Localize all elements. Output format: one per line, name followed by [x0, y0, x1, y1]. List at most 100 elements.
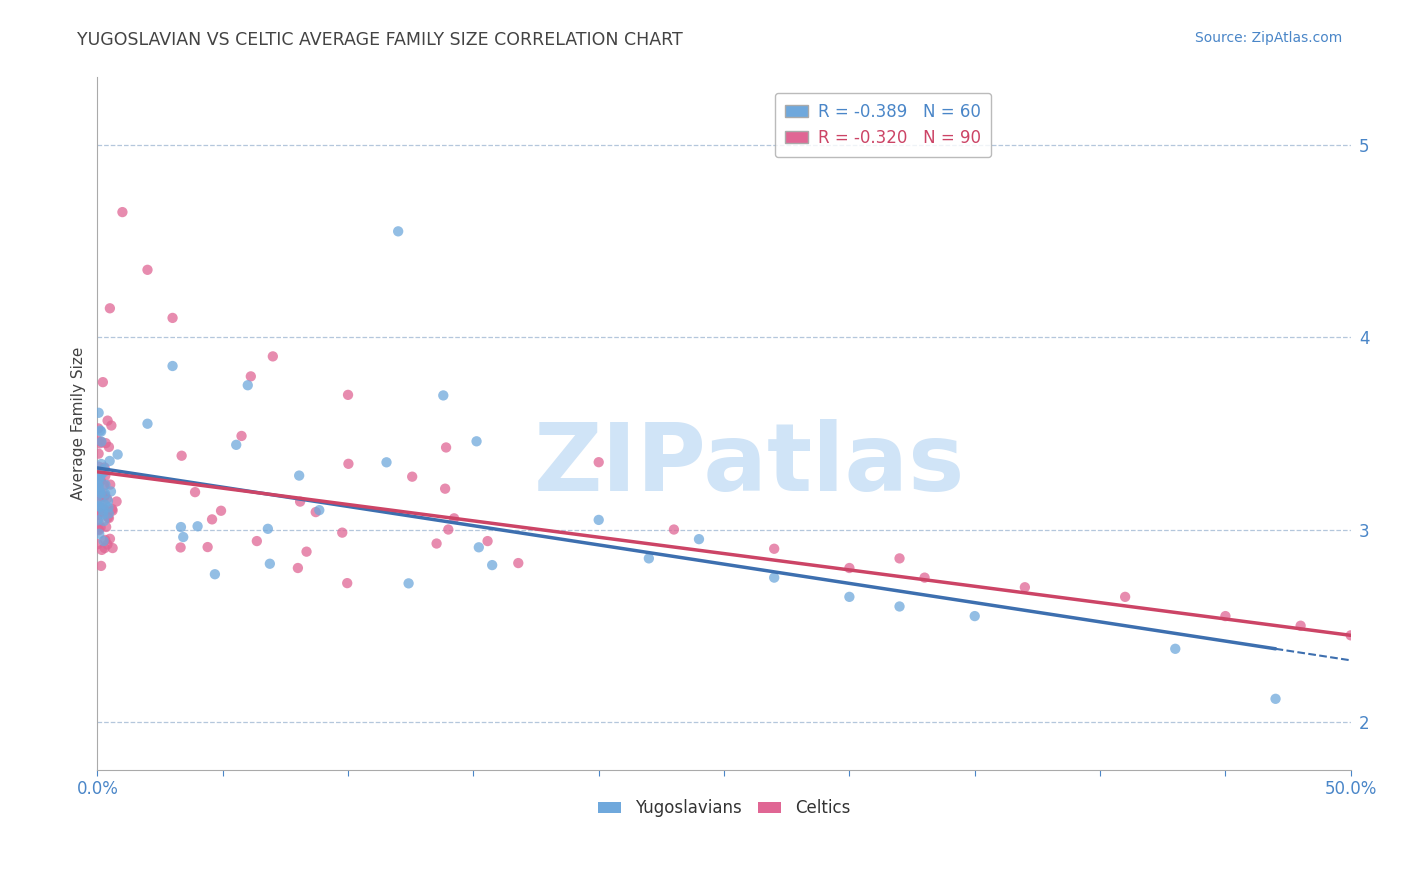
Point [87, 478, 110, 492]
Point [93, 465, 115, 479]
Point [1289, 618, 1312, 632]
Point [688, 532, 710, 546]
Point [89, 526, 111, 541]
Point [86, 493, 108, 508]
Point [94, 533, 117, 547]
Point [197, 540, 219, 554]
Point [97, 510, 120, 524]
Point [89, 500, 111, 514]
Point [97, 511, 120, 525]
Point [86, 479, 108, 493]
Point [838, 590, 860, 604]
Text: ZIPatlas: ZIPatlas [533, 419, 965, 511]
Point [90, 489, 112, 503]
Point [468, 541, 491, 555]
Point [86, 474, 108, 488]
Legend: Yugoslavians, Celtics: Yugoslavians, Celtics [592, 793, 856, 824]
Point [89, 470, 111, 484]
Point [465, 434, 488, 449]
Point [295, 544, 318, 558]
Point [93, 462, 115, 476]
Point [87, 479, 110, 493]
Point [443, 511, 465, 525]
Point [1114, 590, 1136, 604]
Point [96, 491, 118, 506]
Y-axis label: Average Family Size: Average Family Size [72, 347, 86, 500]
Point [89, 436, 111, 450]
Point [94, 520, 117, 534]
Point [889, 599, 911, 614]
Point [91, 508, 114, 522]
Point [90, 457, 112, 471]
Point [93, 460, 115, 475]
Point [262, 350, 284, 364]
Point [101, 503, 124, 517]
Point [87, 421, 110, 435]
Point [89, 424, 111, 438]
Point [246, 534, 269, 549]
Point [87, 468, 110, 483]
Point [763, 541, 786, 556]
Point [1014, 580, 1036, 594]
Point [87, 522, 110, 536]
Point [90, 486, 112, 500]
Point [1215, 609, 1237, 624]
Point [162, 310, 184, 325]
Point [434, 441, 457, 455]
Point [963, 609, 986, 624]
Point [97, 500, 120, 515]
Point [89, 486, 111, 500]
Point [889, 551, 911, 566]
Point [87, 472, 110, 486]
Point [105, 494, 128, 508]
Point [838, 561, 860, 575]
Point [87, 508, 110, 522]
Point [86, 513, 108, 527]
Point [93, 514, 115, 528]
Point [94, 503, 117, 517]
Point [91, 504, 114, 518]
Point [101, 502, 124, 516]
Point [288, 494, 311, 508]
Point [187, 519, 209, 533]
Point [87, 447, 110, 461]
Point [337, 457, 360, 471]
Point [98, 477, 121, 491]
Point [93, 488, 115, 502]
Point [89, 471, 111, 485]
Point [87, 499, 110, 513]
Point [93, 541, 115, 555]
Point [508, 556, 530, 570]
Point [89, 506, 111, 520]
Point [231, 429, 253, 443]
Point [169, 541, 191, 555]
Point [308, 503, 330, 517]
Point [87, 472, 110, 486]
Point [86, 468, 108, 483]
Point [398, 576, 420, 591]
Point [91, 375, 114, 389]
Point [162, 359, 184, 373]
Point [111, 205, 134, 219]
Text: YUGOSLAVIAN VS CELTIC AVERAGE FAMILY SIZE CORRELATION CHART: YUGOSLAVIAN VS CELTIC AVERAGE FAMILY SIZ… [77, 31, 683, 49]
Point [90, 558, 112, 573]
Point [201, 512, 224, 526]
Point [87, 496, 110, 510]
Point [98, 454, 121, 468]
Point [375, 455, 398, 469]
Point [434, 482, 457, 496]
Point [336, 576, 359, 591]
Point [86, 467, 108, 482]
Point [97, 494, 120, 508]
Point [94, 498, 117, 512]
Point [97, 414, 120, 428]
Point [87, 502, 110, 516]
Point [337, 388, 360, 402]
Point [170, 449, 193, 463]
Point [914, 571, 936, 585]
Point [1340, 628, 1362, 642]
Point [87, 465, 110, 479]
Point [107, 448, 129, 462]
Text: Source: ZipAtlas.com: Source: ZipAtlas.com [1195, 31, 1343, 45]
Point [288, 468, 311, 483]
